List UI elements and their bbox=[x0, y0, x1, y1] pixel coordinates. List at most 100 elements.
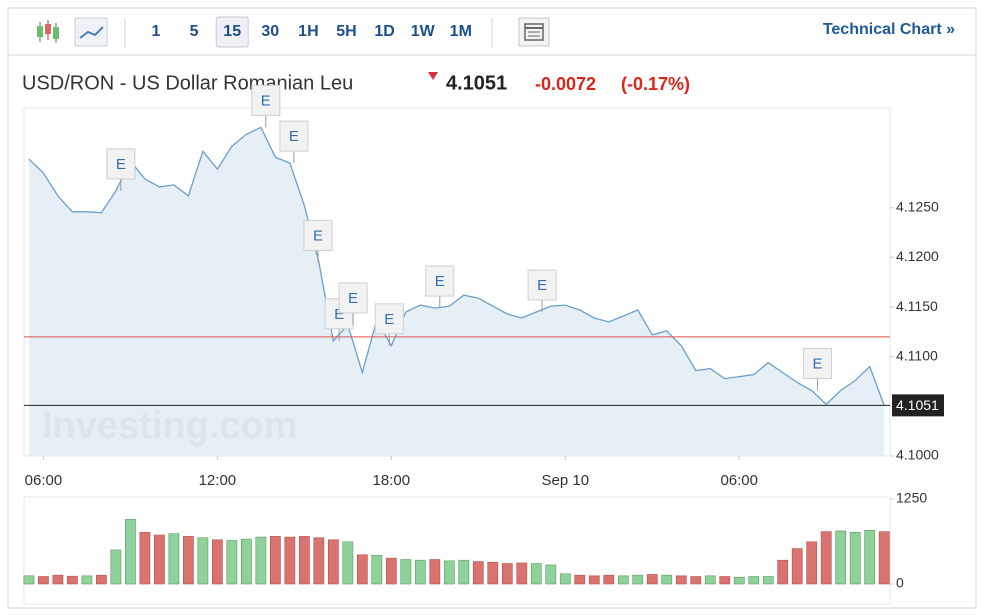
volume-bar bbox=[23, 575, 35, 585]
volume-bar bbox=[255, 536, 267, 585]
volume-bar bbox=[878, 531, 890, 585]
event-marker[interactable]: E bbox=[374, 303, 404, 346]
volume-bar bbox=[110, 549, 122, 585]
volume-bar bbox=[298, 536, 310, 585]
volume-bar bbox=[791, 548, 803, 585]
settings-icon[interactable] bbox=[518, 17, 550, 47]
volume-bar bbox=[864, 529, 876, 585]
event-box bbox=[338, 282, 368, 314]
volume-bar bbox=[429, 559, 441, 585]
event-label: E bbox=[348, 290, 358, 307]
x-tick-label: 12:00 bbox=[199, 472, 237, 489]
volume-bar bbox=[632, 574, 644, 585]
volume-bar bbox=[472, 561, 484, 585]
volume-bar bbox=[820, 531, 832, 585]
volume-bar bbox=[588, 575, 600, 585]
event-box bbox=[374, 303, 404, 335]
volume-bar bbox=[501, 563, 513, 585]
selected-interval bbox=[215, 16, 249, 48]
volume-bar bbox=[646, 574, 658, 585]
volume-bar bbox=[183, 536, 194, 585]
x-tick-label: 06:00 bbox=[25, 472, 63, 489]
last-price: 4.1051 bbox=[446, 72, 507, 94]
event-marker[interactable]: E bbox=[338, 282, 368, 325]
price-change: -0.0072 bbox=[535, 74, 596, 94]
interval-button[interactable]: 15 bbox=[223, 23, 241, 40]
volume-bar bbox=[487, 561, 499, 585]
event-label: E bbox=[813, 355, 823, 372]
event-label: E bbox=[435, 273, 445, 290]
volume-bar bbox=[516, 562, 528, 585]
event-label: E bbox=[334, 306, 344, 323]
event-label: E bbox=[116, 156, 126, 173]
volume-bar bbox=[733, 576, 745, 585]
volume-bar bbox=[81, 575, 93, 585]
x-tick-label: 18:00 bbox=[373, 472, 411, 489]
down-arrow bbox=[428, 72, 438, 80]
interval-buttons: 1 5 15 30 1H 5H 1D 1W 1M bbox=[152, 16, 472, 48]
volume-bar bbox=[603, 574, 615, 585]
y-tick-label: 4.1150 bbox=[896, 298, 938, 314]
interval-button[interactable]: 5 bbox=[190, 23, 199, 40]
event-label: E bbox=[537, 277, 547, 294]
volume-bar bbox=[327, 539, 339, 585]
volume-bar bbox=[269, 536, 281, 585]
event-marker[interactable]: E bbox=[303, 219, 333, 263]
volume-bar bbox=[371, 555, 383, 585]
interval-button[interactable]: 1M bbox=[450, 23, 472, 40]
event-box bbox=[527, 269, 557, 301]
volume-bar bbox=[168, 533, 180, 585]
event-marker[interactable]: E bbox=[279, 120, 309, 164]
volume-bar bbox=[559, 573, 571, 585]
interval-button[interactable]: 1W bbox=[411, 23, 436, 40]
volume-bar bbox=[545, 564, 557, 585]
volume-bar bbox=[661, 574, 673, 585]
volume-bar bbox=[675, 575, 687, 585]
instrument-title: USD/RON - US Dollar Romanian Leu bbox=[22, 72, 353, 94]
volume-bar bbox=[719, 576, 731, 585]
event-label: E bbox=[261, 92, 271, 109]
x-tick-label: Sep 10 bbox=[542, 472, 590, 489]
event-box bbox=[279, 120, 309, 152]
y-tick-label: 1250 bbox=[896, 490, 927, 506]
event-marker[interactable]: E bbox=[425, 265, 455, 309]
interval-button[interactable]: 1D bbox=[374, 23, 394, 40]
volume-bar bbox=[226, 540, 238, 585]
event-marker[interactable]: E bbox=[527, 269, 557, 313]
volume-bar bbox=[414, 559, 426, 585]
price-change-pct: (-0.17%) bbox=[621, 74, 690, 94]
volume-bar bbox=[125, 519, 136, 585]
event-label: E bbox=[289, 128, 299, 145]
volume-bar bbox=[139, 532, 151, 585]
event-label: E bbox=[313, 227, 323, 244]
event-box bbox=[106, 148, 136, 180]
volume-bar bbox=[704, 575, 716, 585]
event-marker[interactable]: E bbox=[803, 347, 833, 391]
volume-bar bbox=[777, 559, 789, 585]
volume-bar bbox=[240, 538, 252, 585]
interval-button[interactable]: 1 bbox=[152, 23, 161, 40]
y-tick-label: 4.1200 bbox=[896, 248, 939, 264]
last-price-label: 4.1051 bbox=[896, 397, 939, 413]
event-box bbox=[303, 219, 333, 251]
x-tick-label: 06:00 bbox=[720, 472, 758, 489]
volume-bar bbox=[96, 574, 107, 585]
event-label: E bbox=[384, 311, 394, 328]
interval-button[interactable]: 30 bbox=[261, 23, 279, 40]
interval-button[interactable]: 5H bbox=[336, 23, 356, 40]
volume-bar bbox=[574, 574, 586, 585]
volume-bar bbox=[806, 541, 818, 585]
price-line bbox=[28, 126, 885, 406]
event-marker[interactable]: E bbox=[106, 148, 136, 191]
candle-icon[interactable] bbox=[37, 20, 59, 43]
volume-bar bbox=[458, 559, 470, 585]
volume-bar bbox=[154, 534, 165, 585]
interval-button[interactable]: 1H bbox=[298, 23, 318, 40]
technical-chart-link[interactable]: Technical Chart » bbox=[823, 21, 955, 38]
event-marker[interactable]: E bbox=[251, 84, 281, 128]
line-icon[interactable] bbox=[74, 17, 108, 47]
y-tick-label: 4.1250 bbox=[896, 198, 939, 214]
volume-area bbox=[23, 496, 891, 605]
